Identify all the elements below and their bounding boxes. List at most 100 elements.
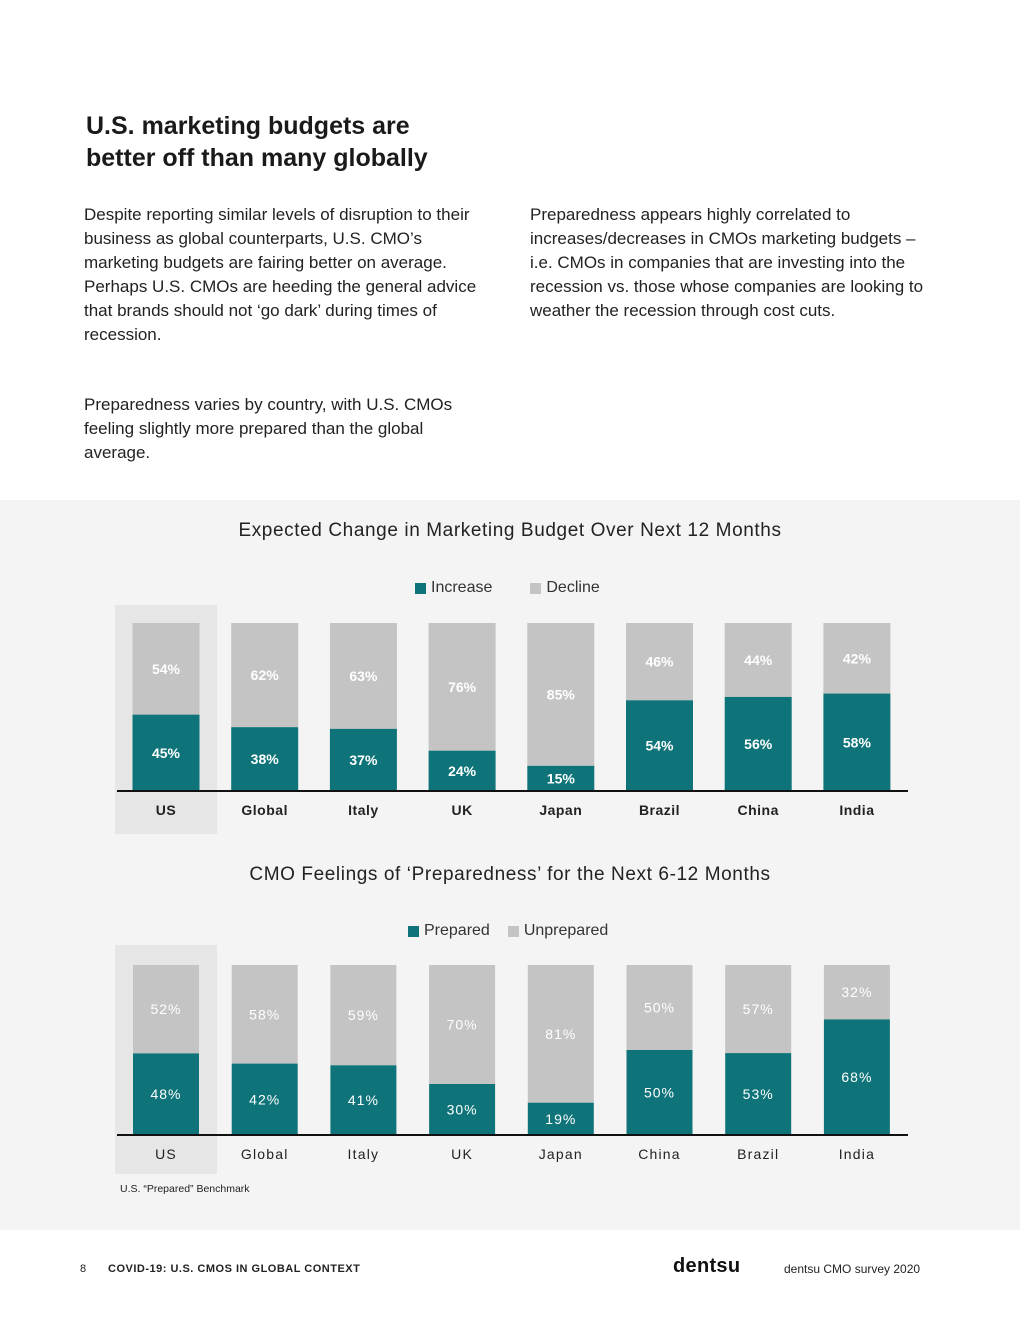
page-footer: 8 COVID-19: U.S. CMOS IN GLOBAL CONTEXT … (0, 1255, 1020, 1285)
dentsu-logo: dentsu (673, 1255, 741, 1277)
bar-unprepared-brazil (725, 965, 792, 1054)
bar-decline-brazil (626, 623, 693, 701)
bar-prepared-us (133, 1053, 199, 1135)
data-label-unprepared-japan: 81% (545, 1026, 576, 1042)
tick-label-india: India (839, 1146, 875, 1162)
bar-decline-india (823, 623, 891, 694)
bar-increase-china (724, 696, 792, 791)
bar-increase-brazil (626, 700, 693, 791)
budget-chart-legend: Increase Decline (415, 579, 618, 597)
data-label-decline-us: 54% (152, 661, 181, 677)
legend-prepared: Prepared (408, 922, 490, 940)
survey-name: dentsu CMO survey 2020 (784, 1262, 921, 1276)
legend-increase-label: Increase (431, 579, 493, 596)
bar-decline-global (231, 623, 299, 728)
tick-label-japan: Japan (539, 1146, 583, 1162)
legend-prepared-label: Prepared (424, 922, 490, 939)
bar-prepared-brazil (725, 1053, 792, 1135)
tick-label-india: India (839, 802, 874, 818)
legend-unprepared: Unprepared (507, 922, 609, 940)
data-label-unprepared-us: 52% (150, 1001, 181, 1017)
budget-chart-title: Expected Change in Marketing Budget Over… (238, 520, 782, 541)
data-label-decline-india: 42% (843, 650, 872, 666)
legend-decline: Decline (530, 579, 600, 597)
intro-paragraph-left-2: Preparedness varies by country, with U.S… (84, 395, 453, 462)
bar-decline-japan (527, 623, 595, 766)
legend-unprepared-label: Unprepared (523, 922, 609, 939)
bar-prepared-india (823, 1019, 890, 1135)
bar-prepared-global (231, 1063, 298, 1135)
bar-increase-global (231, 727, 299, 791)
data-label-decline-brazil: 46% (645, 654, 674, 670)
bar-increase-uk (428, 750, 496, 791)
data-label-decline-global: 62% (251, 667, 280, 683)
tick-label-brazil: Brazil (639, 802, 680, 818)
data-label-prepared-brazil: 53% (743, 1086, 774, 1102)
bar-unprepared-china (626, 965, 693, 1050)
tick-label-uk: UK (451, 802, 472, 818)
tick-label-china: China (638, 1146, 681, 1162)
tick-label-us: US (155, 1146, 177, 1162)
bar-increase-india (823, 693, 891, 791)
preparedness-chart-title: CMO Feelings of ‘Preparedness’ for the N… (249, 864, 771, 885)
bar-prepared-uk (429, 1084, 496, 1135)
data-label-decline-uk: 76% (448, 679, 477, 695)
data-label-prepared-china: 50% (644, 1085, 675, 1101)
data-label-increase-china: 56% (744, 736, 773, 752)
tick-label-global: Global (241, 802, 288, 818)
bar-decline-italy (329, 623, 397, 729)
data-label-prepared-us: 48% (150, 1086, 181, 1102)
data-label-unprepared-brazil: 57% (743, 1001, 774, 1017)
bar-unprepared-japan (527, 965, 594, 1103)
document-title: COVID-19: U.S. CMOS IN GLOBAL CONTEXT (108, 1263, 361, 1275)
bar-increase-us (132, 714, 200, 791)
title-line-1: U.S. marketing budgets are (86, 112, 410, 140)
bar-prepared-japan (527, 1102, 594, 1135)
data-label-unprepared-china: 50% (644, 1000, 675, 1016)
bar-decline-us (132, 623, 200, 715)
preparedness-stacked-bar-chart: 52% 48% US 58% 42% Global 59% 41% Italy 70% 30% UK 8… (115, 945, 908, 1174)
data-label-increase-japan: 15% (547, 770, 576, 786)
data-label-increase-us: 45% (152, 745, 181, 761)
data-label-increase-global: 38% (251, 751, 280, 767)
data-label-prepared-uk: 30% (447, 1102, 478, 1118)
bar-decline-china (724, 623, 792, 697)
legend-decline-swatch (530, 582, 542, 594)
bar-unprepared-italy (330, 965, 397, 1066)
legend-increase-swatch (415, 582, 426, 594)
data-label-unprepared-india: 32% (841, 984, 872, 1000)
data-label-increase-india: 58% (843, 734, 872, 750)
tick-label-italy: Italy (348, 802, 379, 818)
data-label-increase-brazil: 54% (645, 738, 674, 754)
data-label-unprepared-global: 58% (249, 1006, 280, 1022)
bar-prepared-italy (330, 1065, 397, 1135)
data-label-unprepared-uk: 70% (447, 1017, 478, 1033)
tick-label-uk: UK (451, 1146, 473, 1162)
bar-unprepared-uk (429, 965, 496, 1084)
intro-paragraph-left-1: Despite reporting similar levels of disr… (84, 205, 477, 344)
data-label-prepared-global: 42% (249, 1091, 280, 1107)
bar-unprepared-india (823, 965, 890, 1020)
data-label-increase-uk: 24% (448, 763, 477, 779)
us-benchmark-note: U.S. “Prepared” Benchmark (120, 1183, 250, 1195)
data-label-prepared-italy: 41% (348, 1092, 379, 1108)
legend-decline-label: Decline (546, 579, 600, 596)
tick-label-japan: Japan (539, 802, 582, 818)
bar-prepared-china (626, 1050, 693, 1135)
bar-decline-uk (428, 623, 496, 751)
bar-increase-japan (527, 765, 595, 791)
tick-label-us: US (156, 802, 176, 818)
legend-increase: Increase (415, 579, 492, 597)
data-label-decline-japan: 85% (547, 686, 576, 702)
tick-label-italy: Italy (348, 1146, 380, 1162)
intro-paragraph-right: Preparedness appears highly correlated t… (530, 205, 924, 320)
legend-prepared-swatch (408, 925, 419, 937)
page-title: U.S. marketing budgets are better off th… (86, 110, 566, 174)
title-line-2: better off than many globally (86, 144, 428, 172)
budget-stacked-bar-chart: 54% 45% US 62% 38% Global 63% 37% Italy 76% 24% UK 8… (115, 605, 908, 834)
bar-unprepared-us (133, 965, 199, 1054)
data-label-prepared-japan: 19% (545, 1111, 576, 1127)
bar-unprepared-global (231, 965, 298, 1064)
data-label-decline-italy: 63% (349, 668, 378, 684)
tick-label-china: China (738, 802, 779, 818)
